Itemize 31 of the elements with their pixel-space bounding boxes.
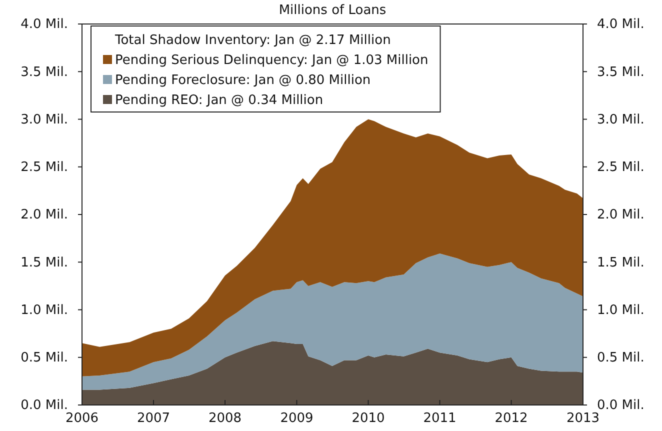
y2-tick-label: 3.5 Mil. [597,64,644,80]
x-tick-label: 2008 [208,411,242,426]
y2-tick-label: 0.5 Mil. [597,350,644,366]
x-tick-label: 2010 [352,411,385,426]
y-tick-label: 2.0 Mil. [20,208,68,223]
y2-tick-label: 3.0 Mil. [597,112,644,128]
y2-tick-label: 0.0 Mil. [597,398,644,414]
y-tick-label: 2.5 Mil. [20,160,68,176]
y2-tick-label: 4.0 Mil. [597,17,644,32]
y2-tick-label: 2.5 Mil. [597,160,644,176]
x-tick-label: 2007 [136,411,170,426]
y2-tick-label: 1.0 Mil. [597,302,644,318]
legend-label: Pending REO: Jan @ 0.34 Million [115,93,324,108]
legend-label: Pending Serious Delinquency: Jan @ 1.03 Million [115,53,428,68]
chart-title: Millions of Loans [278,3,386,18]
x-tick-label: 2006 [65,411,99,426]
y-tick-label: 1.5 Mil. [20,255,68,270]
y-tick-label: 3.5 Mil. [20,64,68,80]
x-tick-label: 2011 [423,411,456,426]
y-tick-label: 0.5 Mil. [20,350,68,366]
legend-title: Total Shadow Inventory: Jan @ 2.17 Million [114,33,391,48]
x-tick-label: 2009 [280,411,314,426]
x-tick-label: 2012 [494,411,528,426]
x-tick-label: 2013 [566,411,600,426]
y-tick-label: 4.0 Mil. [20,17,68,32]
y2-tick-label: 2.0 Mil. [597,208,644,223]
y-tick-label: 1.0 Mil. [20,302,68,318]
y2-tick-label: 1.5 Mil. [597,255,644,270]
legend-label: Pending Foreclosure: Jan @ 0.80 Million [115,73,371,88]
y-tick-label: 0.0 Mil. [20,398,68,414]
y-tick-label: 3.0 Mil. [20,112,68,128]
